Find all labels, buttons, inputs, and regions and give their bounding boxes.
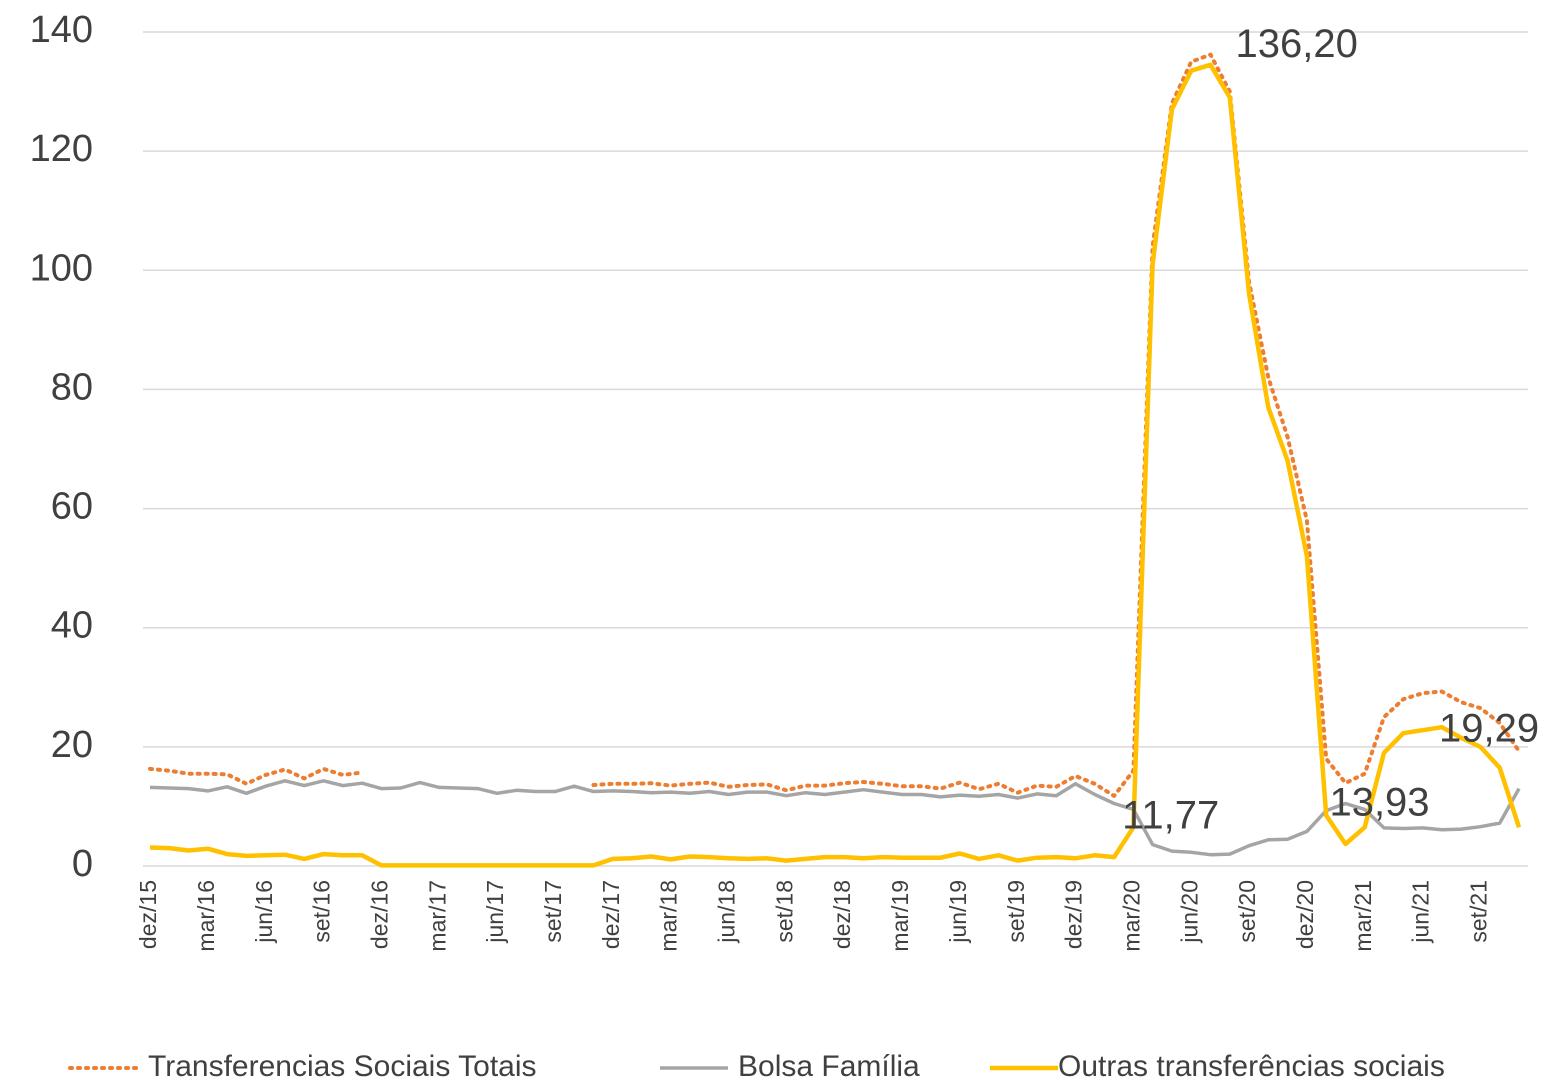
x-tick-label: jun/19 — [945, 880, 971, 944]
x-tick-label: mar/17 — [424, 880, 450, 952]
y-tick-label: 140 — [30, 9, 93, 51]
y-tick-label: 40 — [51, 605, 93, 647]
x-tick-label: mar/19 — [887, 880, 913, 952]
x-tick-label: mar/18 — [656, 880, 682, 952]
legend-label: Transferencias Sociais Totais — [148, 1050, 537, 1083]
series-line — [149, 62, 1522, 868]
x-tick-label: set/18 — [771, 880, 797, 943]
y-tick-label: 60 — [51, 486, 93, 528]
legend-label: Bolsa Família — [738, 1050, 920, 1083]
y-tick-label: 0 — [72, 843, 93, 885]
y-tick-label: 20 — [51, 724, 93, 766]
x-tick-label: dez/18 — [829, 880, 855, 949]
legend: Transferencias Sociais Totais Bolsa Famíl… — [68, 1050, 1445, 1083]
x-tick-label: jun/18 — [714, 880, 740, 944]
x-tick-label: set/16 — [309, 880, 335, 943]
x-tick-label: set/17 — [540, 880, 566, 943]
x-tick-label: jun/16 — [251, 880, 277, 944]
legend-label: Outras transferências sociais — [1058, 1050, 1445, 1083]
data-label: 19,29 — [1439, 707, 1539, 751]
y-tick-label: 80 — [51, 366, 93, 408]
x-tick-label: jun/17 — [482, 880, 508, 944]
x-tick-label: jun/21 — [1408, 880, 1434, 944]
data-label: 11,77 — [1122, 793, 1219, 837]
y-tick-label: 100 — [30, 247, 93, 289]
x-tick-label: jun/20 — [1176, 880, 1202, 944]
x-tick-label: set/19 — [1003, 880, 1029, 943]
x-tick-label: mar/21 — [1350, 880, 1376, 952]
y-tick-label: 120 — [30, 128, 93, 170]
x-tick-label: mar/16 — [193, 880, 219, 952]
x-tick-label: dez/20 — [1292, 880, 1318, 949]
x-tick-label: dez/15 — [135, 880, 161, 949]
x-tick-label: dez/16 — [366, 880, 392, 949]
series-line — [149, 779, 1521, 857]
x-tick-label: mar/20 — [1118, 880, 1144, 952]
data-label: 13,93 — [1329, 781, 1429, 825]
data-label: 136,20 — [1235, 22, 1357, 66]
x-tick-label: dez/17 — [598, 880, 624, 949]
x-tick-label: set/21 — [1466, 880, 1492, 943]
x-tick-label: dez/19 — [1061, 880, 1087, 949]
series-line — [148, 52, 1521, 798]
x-tick-label: set/20 — [1234, 880, 1260, 943]
